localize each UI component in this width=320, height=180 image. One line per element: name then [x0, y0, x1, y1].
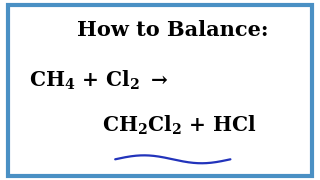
Text: How to Balance:: How to Balance:: [77, 20, 268, 40]
Text: $\mathregular{CH_4}$ $\mathregular{+}$ $\mathregular{Cl_2}$ $\mathregular{\right: $\mathregular{CH_4}$ $\mathregular{+}$ $…: [29, 68, 169, 92]
Text: $\mathregular{CH_2Cl_2}$ $\mathregular{+}$ $\mathregular{HCl}$: $\mathregular{CH_2Cl_2}$ $\mathregular{+…: [102, 113, 257, 137]
